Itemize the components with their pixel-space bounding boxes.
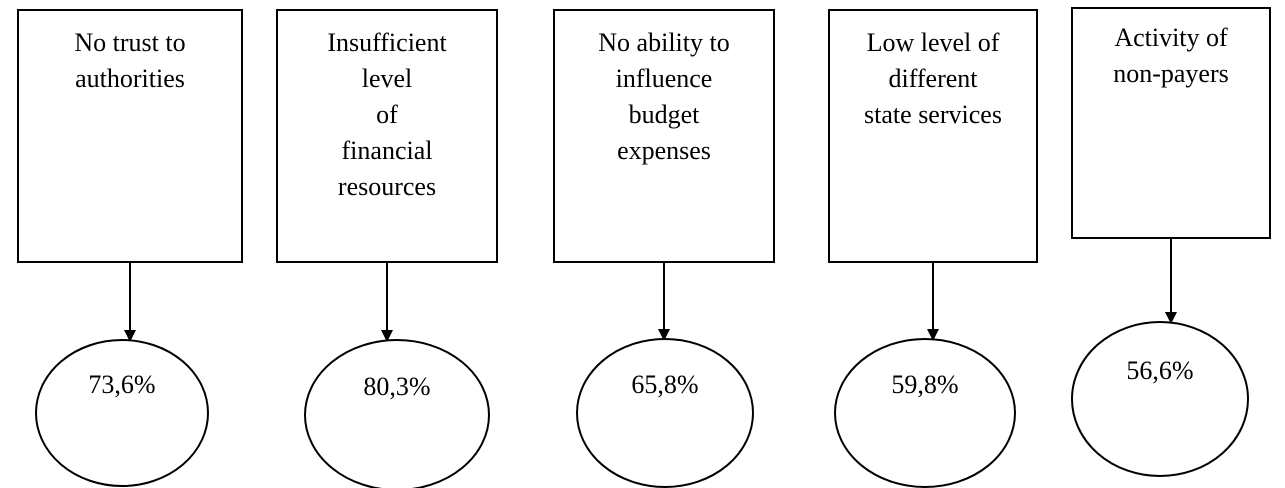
- box-label: budget: [629, 100, 701, 129]
- value-label: 59,8%: [891, 370, 958, 399]
- box-label: non-payers: [1113, 59, 1229, 88]
- box-label: Insufficient: [327, 28, 447, 57]
- box: [276, 9, 498, 263]
- value-label: 56,6%: [1126, 356, 1193, 385]
- value-ellipse: [834, 338, 1016, 488]
- box-label: of: [376, 100, 398, 129]
- box: [1071, 7, 1271, 239]
- box-label: financial: [342, 136, 433, 165]
- box-label: influence: [616, 64, 713, 93]
- box-label: authorities: [75, 64, 185, 93]
- box-label: expenses: [617, 136, 711, 165]
- box-label: different: [888, 64, 978, 93]
- value-label: 73,6%: [88, 370, 155, 399]
- value-ellipse: [35, 339, 209, 487]
- box-label: state services: [864, 100, 1002, 129]
- value-label: 80,3%: [363, 372, 430, 401]
- value-label: 65,8%: [631, 370, 698, 399]
- box-label: resources: [338, 172, 436, 201]
- box: [553, 9, 775, 263]
- value-ellipse: [304, 339, 490, 488]
- box-label: No ability to: [598, 28, 729, 57]
- box-label: Activity of: [1114, 23, 1228, 52]
- box-label: Low level of: [867, 28, 1000, 57]
- box: [828, 9, 1038, 263]
- box-label: No trust to: [74, 28, 185, 57]
- value-ellipse: [1071, 321, 1249, 477]
- box-label: level: [362, 64, 413, 93]
- box: [17, 9, 243, 263]
- value-ellipse: [576, 338, 754, 488]
